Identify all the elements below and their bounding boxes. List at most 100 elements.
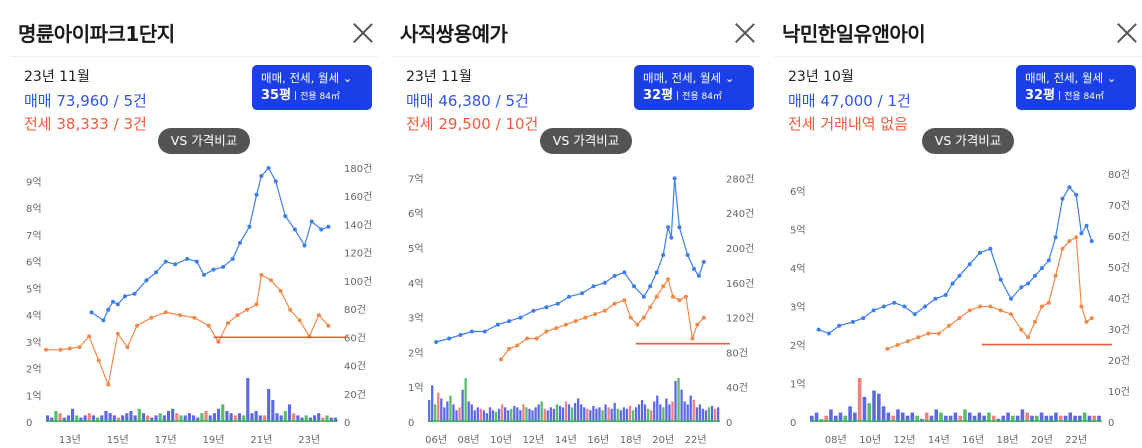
volume-bar (713, 408, 717, 422)
volume-bar (1054, 412, 1058, 422)
y-right-tick-label: 120건 (726, 313, 754, 325)
close-icon[interactable] (1116, 22, 1138, 44)
sale-point (531, 308, 536, 313)
close-icon[interactable] (352, 22, 374, 44)
volume-bar (461, 389, 464, 422)
volume-bar (552, 408, 555, 422)
sale-point (1053, 235, 1058, 240)
sale-point (648, 284, 653, 289)
jeonse-point (326, 323, 331, 328)
volume-bar (246, 378, 250, 422)
jeonse-point (87, 334, 92, 339)
jeonse-point (269, 278, 273, 283)
volume-bar (501, 404, 504, 422)
volume-bar (437, 392, 440, 422)
jeonse-point (316, 313, 321, 318)
jeonse-point (115, 331, 120, 336)
sale-point (837, 323, 842, 328)
y-right-tick-label: 80건 (726, 347, 748, 359)
sale-point (988, 246, 993, 251)
volume-bar (175, 413, 179, 422)
volume-bar (616, 408, 619, 422)
volume-bar (464, 378, 467, 422)
volume-bar (146, 415, 150, 422)
volume-bar (1082, 412, 1087, 422)
sale-point (302, 243, 307, 248)
deal-type-size-selector[interactable]: 매매, 전세, 월세 ⌄ 35평 전용 84㎡ (252, 65, 372, 110)
jeonse-point (245, 307, 249, 312)
volume-bar (287, 404, 292, 422)
volume-bar (1092, 415, 1097, 422)
x-tick-label: 22년 (1065, 434, 1087, 446)
sale-point (978, 250, 982, 255)
exclusive-area: 전용 84㎡ (682, 92, 722, 102)
volume-bar (267, 389, 271, 422)
y-left-tick-label: 3억 (26, 337, 42, 349)
jeonse-point (515, 343, 520, 348)
deal-type-size-selector[interactable]: 매매, 전세, 월세 ⌄ 32평 전용 84㎡ (1016, 65, 1136, 110)
sale-point (816, 327, 821, 332)
volume-bar (653, 401, 656, 422)
y-right-tick-label: 20건 (1108, 355, 1130, 367)
deal-types-label: 매매, 전세, 월세 (261, 71, 340, 85)
divider (392, 56, 760, 57)
volume-bar (677, 378, 680, 422)
sale-point (273, 179, 278, 184)
volume-bar (428, 400, 431, 422)
deal-type-size-selector[interactable]: 매매, 전세, 월세 ⌄ 32평 전용 84㎡ (634, 65, 754, 110)
jeonse-point (96, 358, 101, 363)
volume-bar (910, 412, 915, 422)
y-left-tick-label: 8억 (26, 203, 42, 215)
sale-point (458, 333, 463, 337)
y-left-tick-label: 6억 (408, 208, 424, 220)
volume-bar (179, 415, 183, 422)
jeonse-point (1046, 300, 1051, 305)
sale-point (89, 310, 94, 315)
volume-bar (317, 413, 321, 422)
price-trend-chart: 0 1억 2억 3억 4억 5억 6억 0 10건 20건 30건 40건 50건 60건 70건 80건 08… (790, 169, 1130, 446)
y-left-tick-label: 2억 (408, 347, 424, 359)
exclusive-area: 전용 84㎡ (1064, 92, 1104, 102)
volume-bar (891, 415, 895, 422)
volume-bar (208, 415, 212, 422)
size-pyeong: 35평 (261, 88, 292, 103)
y-right-tick-label: 140건 (344, 219, 372, 231)
y-left-tick-label: 5억 (408, 243, 424, 255)
volume-bar (467, 401, 470, 422)
jeonse-point (206, 323, 211, 328)
volume-bar (848, 406, 852, 422)
jeonse-point (635, 322, 640, 327)
sale-point (933, 296, 938, 301)
y-right-tick-label: 40건 (1108, 293, 1130, 305)
x-tick-label: 23년 (298, 434, 320, 446)
volume-bar (634, 407, 638, 422)
x-tick-label: 10년 (490, 434, 512, 446)
volume-bar (843, 415, 848, 422)
x-tick-label: 10년 (859, 434, 881, 446)
close-icon[interactable] (734, 22, 756, 44)
vs-price-compare-button[interactable]: VS 가격비교 (158, 128, 250, 154)
volume-bar (510, 408, 513, 422)
jeonse-point (125, 345, 130, 350)
y-right-tick-label: 40건 (726, 382, 748, 394)
sale-point (1033, 273, 1037, 278)
jeonse-point (916, 335, 921, 340)
volume-bar (1001, 415, 1006, 422)
volume-bar (934, 409, 939, 422)
jeonse-price-line (887, 236, 1093, 350)
x-tick-label: 08년 (825, 434, 847, 446)
sale-point (144, 278, 149, 283)
jeonse-point (671, 294, 675, 299)
volume-bar (540, 401, 543, 422)
vs-price-compare-button[interactable]: VS 가격비교 (540, 128, 632, 154)
volume-bar (625, 408, 628, 422)
sale-point (685, 253, 690, 257)
volume-bar (192, 415, 196, 422)
volume-bar (900, 412, 905, 422)
jeonse-point (1039, 304, 1044, 309)
sale-point (998, 277, 1003, 282)
volume-bar (607, 407, 610, 422)
sale-point (850, 319, 855, 324)
vs-price-compare-button[interactable]: VS 가격비교 (922, 128, 1014, 154)
volume-bar (476, 407, 479, 422)
